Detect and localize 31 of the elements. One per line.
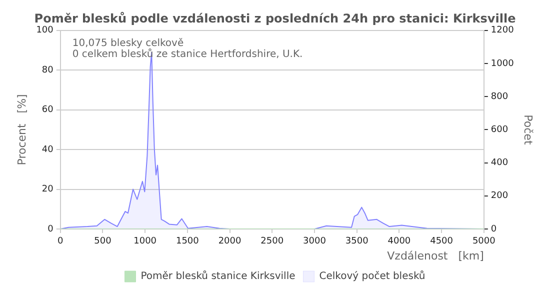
x-tick-label: 3500 xyxy=(345,236,369,247)
x-tick-label: 4500 xyxy=(430,236,454,247)
x-tick-label: 2500 xyxy=(260,236,284,247)
x-tick-label: 2000 xyxy=(218,236,242,247)
x-tick-label: 4000 xyxy=(388,236,411,247)
x-axis-title: Vzdálenost [km] xyxy=(387,249,484,262)
annotation: 10,075 blesky celkově xyxy=(72,38,184,49)
y2-tick-label: 600 xyxy=(490,125,508,136)
x-tick-label: 5000 xyxy=(472,236,496,247)
y-tick-label: 60 xyxy=(42,105,54,116)
x-tick-label: 500 xyxy=(94,236,112,247)
y-tick-label: 0 xyxy=(48,224,54,234)
y-tick-label: 100 xyxy=(36,26,54,36)
y-tick-label: 80 xyxy=(42,65,54,76)
y2-tick-label: 200 xyxy=(490,191,508,202)
y-tick-label: 40 xyxy=(42,144,54,155)
y2-tick-label: 1000 xyxy=(490,58,514,69)
x-tick-label: 3000 xyxy=(303,236,326,247)
legend-label: Poměr blesků stanice Kirksville xyxy=(140,270,296,282)
x-tick-label: 0 xyxy=(58,236,64,247)
chart-title: Poměr blesků podle vzdálenosti z posledních 24h pro stanici: Kirksville xyxy=(34,11,516,26)
y2-tick-label: 0 xyxy=(490,224,497,234)
y2-tick-label: 1200 xyxy=(490,26,514,36)
x-tick-label: 1500 xyxy=(176,236,200,247)
y2-tick-label: 400 xyxy=(490,158,508,168)
y-axis-title: Procent [%] xyxy=(15,94,28,166)
y2-tick-label: 800 xyxy=(490,92,508,102)
y2-axis-title: Počet xyxy=(522,114,535,146)
x-tick-label: 1000 xyxy=(134,236,157,247)
y-tick-label: 20 xyxy=(42,184,54,195)
legend-label: Celkový počet blesků xyxy=(319,270,426,282)
